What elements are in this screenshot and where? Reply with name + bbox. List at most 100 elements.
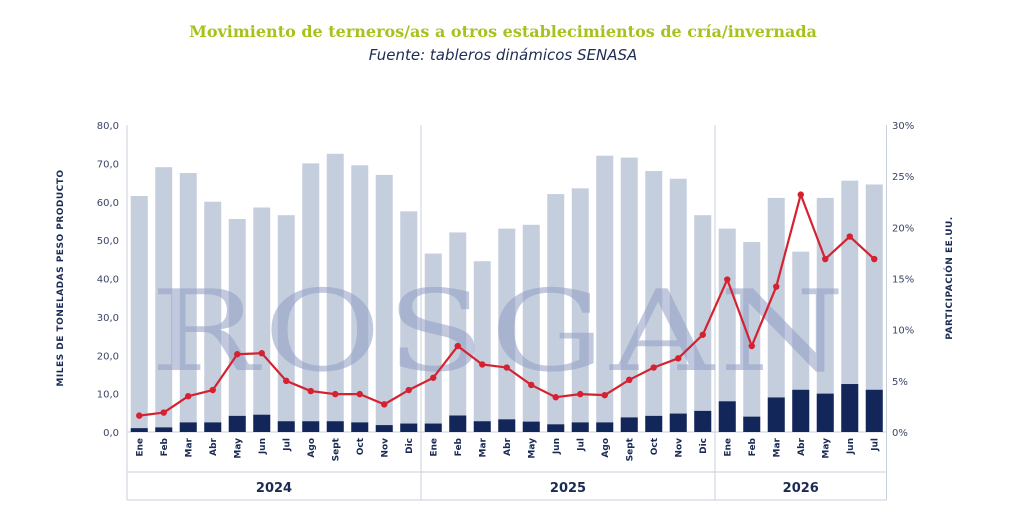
share-point <box>822 255 829 263</box>
x-tick-label: May <box>821 438 831 459</box>
bar-total <box>547 194 565 432</box>
bar-usa <box>841 384 859 432</box>
bar-total <box>792 251 810 432</box>
bar-usa <box>473 421 491 432</box>
y-left-tick: 70,0 <box>97 159 119 170</box>
year-label: 2024 <box>256 481 292 496</box>
share-point <box>871 255 878 263</box>
x-tick-label: May <box>233 438 243 459</box>
bar-usa <box>424 423 442 432</box>
bar-usa <box>204 422 222 432</box>
y-left-tick: 60,0 <box>97 198 119 209</box>
share-point <box>356 390 363 398</box>
x-tick-label: Ene <box>135 438 145 457</box>
x-tick-label: Jul <box>282 438 292 452</box>
share-point <box>650 364 657 371</box>
y-right-tick: 5% <box>892 377 908 388</box>
y-left-tick: 0,0 <box>103 428 119 439</box>
share-point <box>528 381 535 389</box>
bar-usa <box>253 414 271 432</box>
x-tick-label: Jun <box>846 438 856 455</box>
bar-total <box>669 178 687 432</box>
share-point <box>160 409 167 416</box>
bar-usa <box>865 389 883 432</box>
share-point <box>675 355 682 362</box>
bar-usa <box>400 423 418 432</box>
bar-usa <box>326 421 344 432</box>
bar-usa <box>302 421 320 432</box>
bar-usa <box>375 425 393 432</box>
x-tick-label: Jun <box>552 438 562 455</box>
bar-total <box>841 180 859 432</box>
x-tick-label: Sept <box>331 437 341 461</box>
share-point <box>258 350 265 357</box>
share-point <box>724 276 731 283</box>
x-tick-label: Mar <box>478 437 488 457</box>
bar-usa <box>718 401 736 432</box>
share-point <box>430 374 437 381</box>
y-left-tick: 50,0 <box>97 236 119 247</box>
y-left-tick: 30,0 <box>97 313 119 324</box>
x-tick-label: Ago <box>307 438 317 458</box>
bar-total <box>302 163 320 432</box>
bar-total <box>155 167 173 432</box>
bar-usa <box>130 428 148 432</box>
bar-usa <box>547 424 565 432</box>
y-right-tick: 30% <box>892 121 914 132</box>
bar-total <box>449 232 467 432</box>
y-left-tick: 80,0 <box>97 121 119 132</box>
bar-total <box>130 195 148 432</box>
share-point <box>209 386 216 394</box>
chart-title: Movimiento de terneros/as a otros establ… <box>189 22 817 41</box>
bar-total <box>571 188 589 432</box>
x-tick-label: Nov <box>380 438 390 458</box>
bar-total <box>767 197 785 432</box>
x-tick-label: Feb <box>160 437 170 456</box>
y-axis-left: 0,0 10,0 20,0 30,0 40,0 50,0 60,0 70,0 80,0 <box>97 121 119 439</box>
y-axis-left-label: MILES DE TONELADAS PESO PRODUCTO <box>56 169 66 386</box>
y-right-tick: 25% <box>892 172 914 183</box>
y-right-tick: 15% <box>892 275 914 286</box>
bar-total <box>351 165 369 432</box>
share-point <box>503 364 510 371</box>
bar-total <box>326 153 344 432</box>
share-point <box>185 392 192 400</box>
year-label: 2025 <box>550 481 586 496</box>
bar-usa <box>669 413 687 432</box>
x-tick-label: Mar <box>772 437 782 457</box>
bar-usa <box>620 417 638 432</box>
bar-total <box>473 261 491 432</box>
bar-total <box>400 211 418 432</box>
share-point <box>136 412 143 419</box>
bar-total <box>865 184 883 432</box>
bar-total <box>375 174 393 432</box>
share-point <box>773 283 780 290</box>
x-tick-label: Abr <box>209 437 219 455</box>
x-tick-label: Dic <box>405 438 415 454</box>
share-point <box>846 233 853 240</box>
watermark-text: ROSGAN <box>150 267 850 397</box>
year-label: 2026 <box>783 481 819 496</box>
bar-usa <box>228 415 246 432</box>
bar-total <box>498 228 516 432</box>
bar-usa <box>522 421 540 432</box>
bar-total <box>743 242 761 432</box>
bar-total <box>253 207 271 432</box>
bar-usa <box>351 422 369 432</box>
x-tick-label: Ene <box>429 438 439 457</box>
bar-usa <box>767 397 785 432</box>
share-point <box>381 401 388 408</box>
share-point <box>797 191 804 198</box>
bar-total <box>228 219 246 432</box>
share-point <box>699 331 706 338</box>
bar-total <box>694 215 712 432</box>
y-right-tick: 0% <box>892 428 908 439</box>
share-point <box>454 342 461 350</box>
x-tick-label: Ene <box>723 438 733 457</box>
x-tick-label: Abr <box>797 437 807 455</box>
y-right-tick: 10% <box>892 326 914 337</box>
series-usa-bars <box>130 384 883 432</box>
bar-usa <box>155 427 173 432</box>
bar-usa <box>596 422 614 432</box>
share-point <box>577 390 584 398</box>
